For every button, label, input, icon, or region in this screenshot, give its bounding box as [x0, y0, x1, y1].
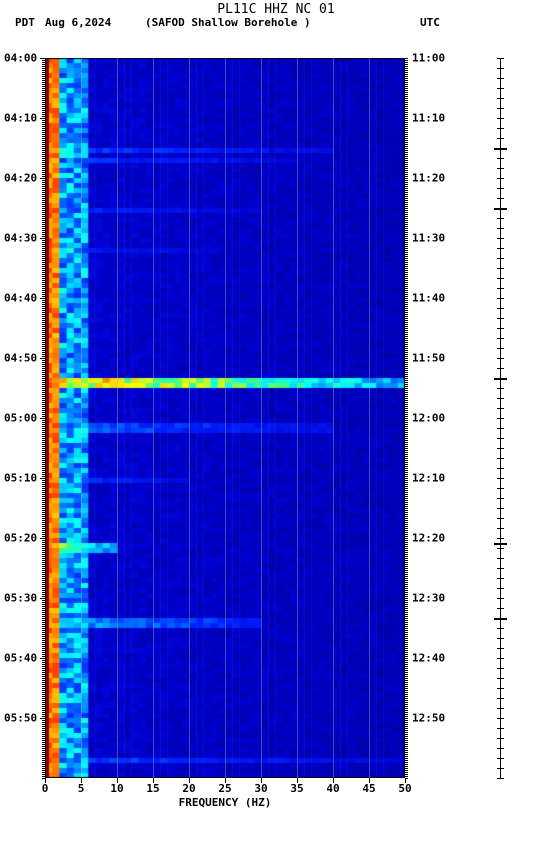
y-tick-left: 05:00	[4, 412, 37, 425]
y-tick-right: 11:00	[412, 52, 445, 65]
x-tick: 25	[218, 782, 231, 795]
y-tick-right: 12:10	[412, 472, 445, 485]
y-tick-left: 04:30	[4, 232, 37, 245]
date-label: Aug 6,2024	[45, 16, 111, 29]
x-tick: 40	[326, 782, 339, 795]
x-tick: 15	[146, 782, 159, 795]
y-tick-left: 04:40	[4, 292, 37, 305]
y-tick-left: 05:30	[4, 592, 37, 605]
x-tick: 5	[78, 782, 85, 795]
x-tick: 20	[182, 782, 195, 795]
station-label: (SAFOD Shallow Borehole )	[145, 16, 311, 29]
x-tick: 50	[398, 782, 411, 795]
y-tick-right: 12:00	[412, 412, 445, 425]
y-tick-right: 11:30	[412, 232, 445, 245]
y-tick-right: 11:10	[412, 112, 445, 125]
y-tick-left: 04:20	[4, 172, 37, 185]
y-tick-left: 05:10	[4, 472, 37, 485]
y-tick-left: 04:50	[4, 352, 37, 365]
y-tick-right: 11:40	[412, 292, 445, 305]
y-tick-right: 12:50	[412, 712, 445, 725]
x-tick: 35	[290, 782, 303, 795]
tz-left-label: PDT	[15, 16, 35, 29]
y-tick-right: 12:30	[412, 592, 445, 605]
tz-right-label: UTC	[420, 16, 440, 29]
x-tick: 0	[42, 782, 49, 795]
x-tick: 30	[254, 782, 267, 795]
chart-title: PL11C HHZ NC 01	[0, 2, 552, 17]
x-tick: 10	[110, 782, 123, 795]
x-tick: 45	[362, 782, 375, 795]
y-tick-right: 12:20	[412, 532, 445, 545]
y-tick-left: 05:40	[4, 652, 37, 665]
y-tick-left: 04:00	[4, 52, 37, 65]
y-tick-right: 11:50	[412, 352, 445, 365]
y-tick-left: 05:20	[4, 532, 37, 545]
x-axis-label: FREQUENCY (HZ)	[45, 796, 405, 809]
y-tick-left: 05:50	[4, 712, 37, 725]
y-tick-right: 11:20	[412, 172, 445, 185]
y-tick-left: 04:10	[4, 112, 37, 125]
y-tick-right: 12:40	[412, 652, 445, 665]
